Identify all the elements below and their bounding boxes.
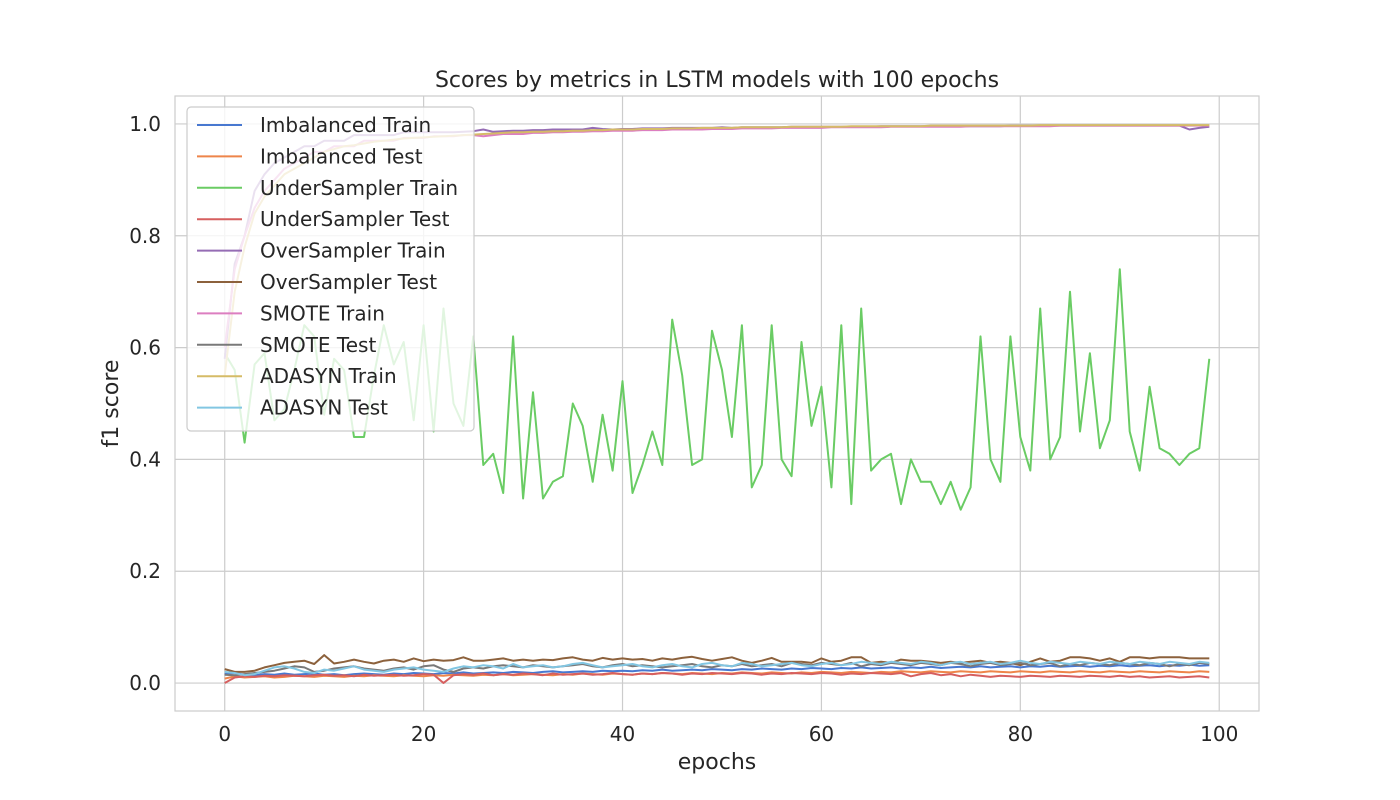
y-axis-title: f1 score xyxy=(99,360,124,448)
y-tick-label: 0.6 xyxy=(129,336,161,360)
legend-label: OverSampler Train xyxy=(260,239,446,263)
x-tick-label: 60 xyxy=(809,722,834,746)
legend-box xyxy=(186,106,475,432)
x-tick-label: 80 xyxy=(1008,722,1033,746)
legend-label: ADASYN Train xyxy=(260,364,397,388)
legend-label: UnderSampler Test xyxy=(260,207,450,231)
chart-title: Scores by metrics in LSTM models with 10… xyxy=(435,68,999,93)
x-tick-label: 40 xyxy=(610,722,635,746)
legend-label: Imbalanced Test xyxy=(260,144,423,168)
legend-label: ADASYN Test xyxy=(260,396,388,420)
legend-label: SMOTE Train xyxy=(260,301,385,325)
y-tick-label: 1.0 xyxy=(129,112,161,136)
legend-label: Imbalanced Train xyxy=(260,113,431,137)
y-tick-label: 0.2 xyxy=(129,559,161,583)
y-tick-label: 0.4 xyxy=(129,447,161,471)
y-tick-label: 0.8 xyxy=(129,224,161,248)
x-tick-label: 100 xyxy=(1200,722,1238,746)
plot-frame xyxy=(174,95,1260,712)
legend-label: SMOTE Test xyxy=(260,333,376,357)
tick-labels: 0 20 40 60 80 100 0.0 0.2 0.4 0.6 0.8 1.0 xyxy=(129,112,1238,746)
y-tick-label: 0.0 xyxy=(129,671,161,695)
x-axis-title: epochs xyxy=(678,750,756,775)
series-line-oversampler-test xyxy=(224,654,1210,673)
legend-label: OverSampler Test xyxy=(260,270,437,294)
series-line-undersampler-test xyxy=(224,672,1210,684)
x-tick-label: 20 xyxy=(411,722,436,746)
legend-label: UnderSampler Train xyxy=(260,176,458,200)
series-line-adasyn-test xyxy=(224,659,1210,677)
legend: Imbalanced Train Imbalanced Test UnderSamp… xyxy=(186,106,475,432)
x-tick-label: 0 xyxy=(218,722,231,746)
